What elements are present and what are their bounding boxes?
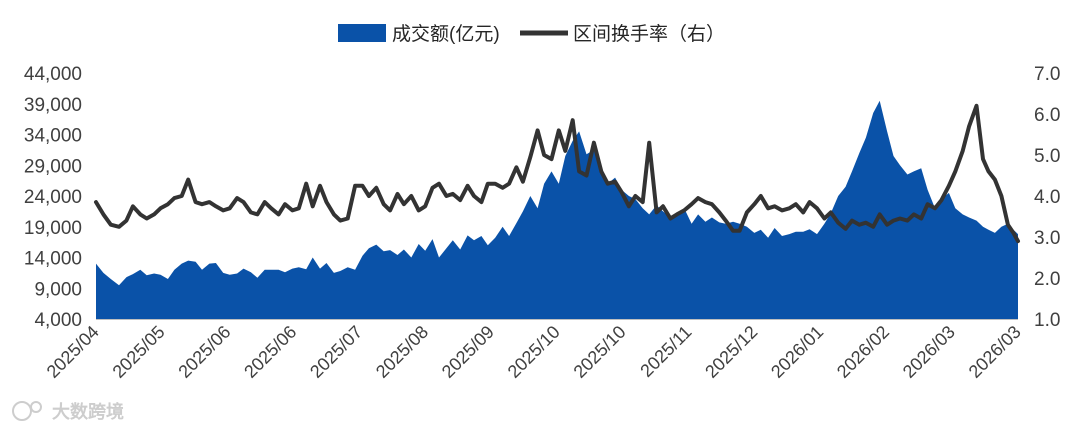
x-tick-label: 2026/01 — [767, 322, 827, 382]
x-tick-label: 2025/10 — [570, 322, 630, 382]
watermark-logo-icon — [12, 401, 32, 421]
x-tick-label: 2025/05 — [109, 322, 169, 382]
legend-area-swatch — [338, 24, 386, 42]
x-tick-label: 2025/09 — [438, 322, 498, 382]
y-left-tick-label: 44,000 — [24, 64, 82, 85]
series-area-turnover-amount — [96, 100, 1018, 319]
y-right-tick-label: 3.0 — [1034, 228, 1060, 249]
x-tick-label: 2025/08 — [372, 322, 432, 382]
legend-area-label: 成交额(亿元) — [392, 23, 500, 45]
y-left-tick-label: 4,000 — [34, 310, 82, 331]
x-tick-label: 2026/02 — [833, 322, 893, 382]
y-left-tick-label: 29,000 — [24, 156, 82, 177]
x-tick-label: 2025/10 — [504, 322, 564, 382]
plot-area — [94, 100, 1020, 319]
y-left-tick-label: 39,000 — [24, 95, 82, 116]
x-tick-label: 2025/06 — [240, 322, 300, 382]
y-right-tick-label: 4.0 — [1034, 187, 1060, 208]
y-left-tick-label: 34,000 — [24, 126, 82, 147]
watermark-logo-dot-icon — [30, 401, 42, 413]
y-right-tick-label: 7.0 — [1034, 64, 1060, 85]
x-tick-label: 2025/12 — [701, 322, 761, 382]
x-tick-label: 2026/03 — [899, 322, 959, 382]
y-left-tick-label: 9,000 — [34, 279, 82, 300]
y-left-tick-label: 14,000 — [24, 249, 82, 270]
legend: 成交额(亿元) 区间换手率（右） — [338, 23, 725, 45]
y-left-tick-label: 24,000 — [24, 187, 82, 208]
legend-line-label: 区间换手率（右） — [573, 23, 725, 45]
watermark: 大数跨境 — [12, 401, 124, 422]
y-right-tick-label: 6.0 — [1034, 105, 1060, 126]
y-right-tick-label: 1.0 — [1034, 310, 1060, 331]
y-right-tick-label: 2.0 — [1034, 269, 1060, 290]
x-tick-label: 2025/11 — [636, 322, 695, 381]
y-right-tick-label: 5.0 — [1034, 146, 1060, 167]
watermark-text: 大数跨境 — [52, 401, 124, 422]
x-tick-label: 2026/03 — [965, 322, 1025, 382]
x-tick-label: 2025/07 — [306, 322, 366, 382]
y-left-tick-label: 19,000 — [24, 218, 82, 239]
series-line-turnover-rate — [94, 103, 1020, 244]
x-tick-label: 2025/06 — [174, 322, 234, 382]
